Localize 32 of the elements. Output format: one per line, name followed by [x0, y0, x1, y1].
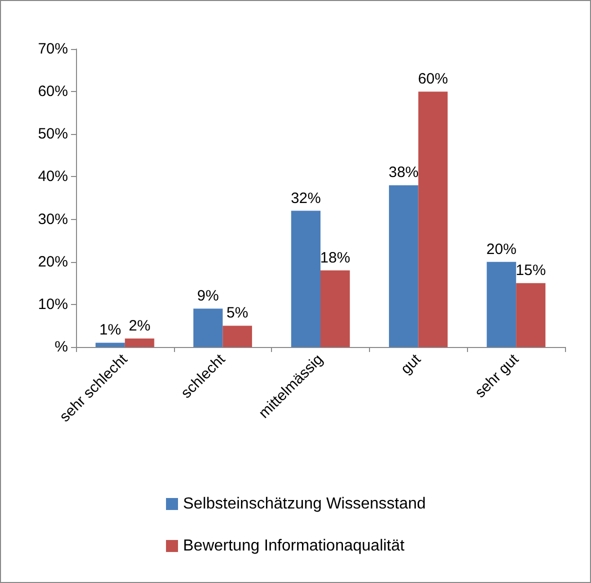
- x-tick-label: sehr gut: [472, 350, 523, 402]
- bar: [418, 92, 448, 347]
- data-label: 5%: [226, 304, 248, 322]
- y-tick-label: %: [54, 338, 68, 356]
- y-tick-label: 20%: [38, 253, 68, 270]
- bar: [96, 342, 125, 347]
- data-label: 38%: [388, 164, 419, 182]
- data-label: 20%: [486, 240, 516, 258]
- y-tick-label: 10%: [38, 296, 68, 313]
- bar: [516, 283, 546, 347]
- bar: [124, 338, 154, 347]
- y-tick-label: 30%: [38, 210, 68, 228]
- y-tick-label: 40%: [38, 168, 68, 186]
- data-label: 2%: [128, 317, 150, 334]
- bar: [291, 210, 320, 347]
- bar: [486, 262, 516, 347]
- legend-label: Selbsteinschätzung Wissensstand: [183, 496, 426, 512]
- data-label: 32%: [290, 190, 321, 207]
- y-tick-label: 50%: [38, 126, 68, 143]
- legend-label: Bewertung Informationaqualität: [183, 538, 406, 554]
- data-label: 15%: [516, 262, 546, 280]
- y-tick-label: 70%: [38, 40, 68, 58]
- bar: [193, 308, 223, 347]
- data-label: 9%: [197, 288, 219, 305]
- bar: [320, 270, 350, 347]
- bar: [222, 326, 252, 347]
- x-tick-label: gut: [398, 350, 425, 378]
- data-label: 18%: [320, 249, 350, 266]
- bar: [388, 185, 418, 347]
- data-label: 60%: [418, 70, 448, 88]
- y-tick-label: 60%: [38, 83, 68, 100]
- data-label: 1%: [99, 322, 122, 339]
